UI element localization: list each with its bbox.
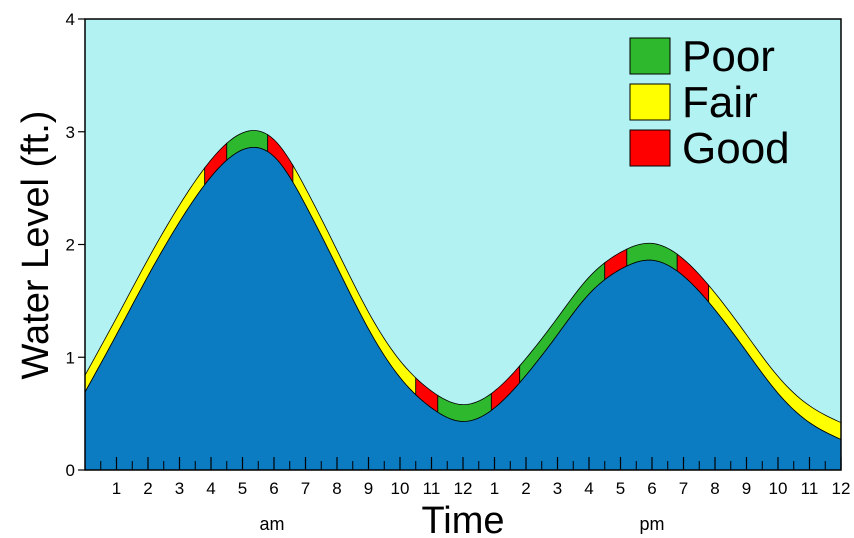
y-tick-label: 4: [66, 10, 75, 29]
x-tick-label: 11: [801, 479, 819, 498]
y-tick-label: 0: [66, 461, 75, 480]
x-tick-label: 2: [143, 479, 152, 498]
x-tick-label: 9: [742, 479, 751, 498]
am-label: am: [259, 514, 284, 534]
x-tick-label: 7: [679, 479, 688, 498]
x-tick-label: 8: [332, 479, 341, 498]
x-tick-label: 11: [423, 479, 441, 498]
x-tick-label: 3: [175, 479, 184, 498]
x-tick-label: 10: [391, 479, 410, 498]
y-tick-label: 3: [66, 123, 75, 142]
x-tick-label: 3: [553, 479, 562, 498]
x-tick-label: 8: [710, 479, 719, 498]
legend-label-good: Good: [682, 124, 790, 173]
legend-label-poor: Poor: [682, 32, 775, 81]
y-tick-label: 2: [66, 236, 75, 255]
x-tick-label: 9: [364, 479, 373, 498]
legend-swatch-poor: [629, 37, 671, 75]
x-axis-label: Time: [421, 500, 504, 538]
x-tick-label: 10: [769, 479, 788, 498]
x-tick-label: 7: [301, 479, 310, 498]
x-tick-label: 5: [238, 479, 247, 498]
legend-swatch-good: [629, 129, 671, 167]
y-axis-label: Water Level (ft.): [15, 111, 57, 380]
pm-label: pm: [639, 514, 664, 534]
x-tick-label: 12: [454, 479, 473, 498]
x-tick-label: 1: [490, 479, 499, 498]
x-tick-label: 6: [269, 479, 278, 498]
x-tick-label: 12: [832, 479, 851, 498]
legend-label-fair: Fair: [682, 78, 758, 127]
x-tick-label: 4: [584, 479, 593, 498]
legend-swatch-fair: [629, 83, 671, 121]
water-level-area: [85, 147, 841, 470]
x-tick-label: 2: [521, 479, 530, 498]
x-tick-label: 5: [616, 479, 625, 498]
x-tick-label: 1: [112, 479, 121, 498]
x-tick-label: 6: [647, 479, 656, 498]
y-tick-label: 1: [66, 348, 75, 367]
x-tick-label: 4: [206, 479, 215, 498]
